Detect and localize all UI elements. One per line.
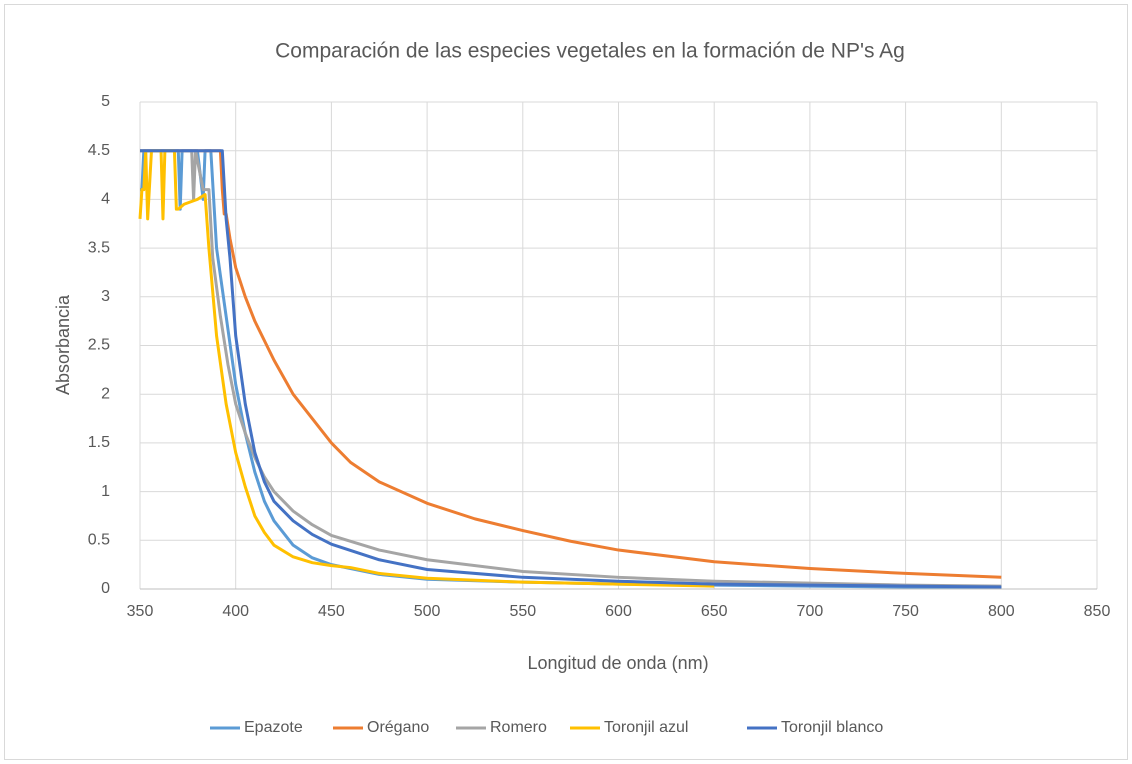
x-tick-label: 500 (414, 603, 441, 620)
y-tick-label: 3.5 (88, 239, 110, 256)
x-tick-label: 550 (509, 603, 536, 620)
x-tick-label: 700 (797, 603, 824, 620)
y-tick-label: 4 (101, 191, 110, 208)
legend-label: Toronjil azul (604, 719, 688, 736)
legend-label: Orégano (367, 719, 429, 736)
chart-title: Comparación de las especies vegetales en… (275, 40, 905, 63)
x-tick-label: 450 (318, 603, 345, 620)
legend-label: Epazote (244, 719, 303, 736)
x-tick-label: 800 (988, 603, 1015, 620)
y-tick-label: 0 (101, 580, 110, 597)
y-tick-label: 2.5 (88, 337, 110, 354)
chart-border (4, 4, 1128, 760)
x-tick-label: 650 (701, 603, 728, 620)
x-tick-label: 400 (222, 603, 249, 620)
x-tick-label: 600 (605, 603, 632, 620)
y-tick-label: 1.5 (88, 434, 110, 451)
y-tick-label: 3 (101, 288, 110, 305)
y-tick-label: 0.5 (88, 532, 110, 549)
legend-label: Toronjil blanco (781, 719, 883, 736)
y-tick-label: 5 (101, 93, 110, 110)
series-line (140, 149, 1002, 589)
y-axis-title: Absorbancia (53, 294, 73, 395)
y-tick-label: 1 (101, 483, 110, 500)
legend-label: Romero (490, 719, 547, 736)
x-tick-label: 750 (892, 603, 919, 620)
y-tick-label: 2 (101, 385, 110, 402)
x-axis-title: Longitud de onda (nm) (527, 653, 708, 673)
x-tick-label: 350 (127, 603, 154, 620)
series-line (140, 149, 1002, 588)
y-tick-label: 4.5 (88, 142, 110, 159)
x-tick-label: 850 (1084, 603, 1111, 620)
